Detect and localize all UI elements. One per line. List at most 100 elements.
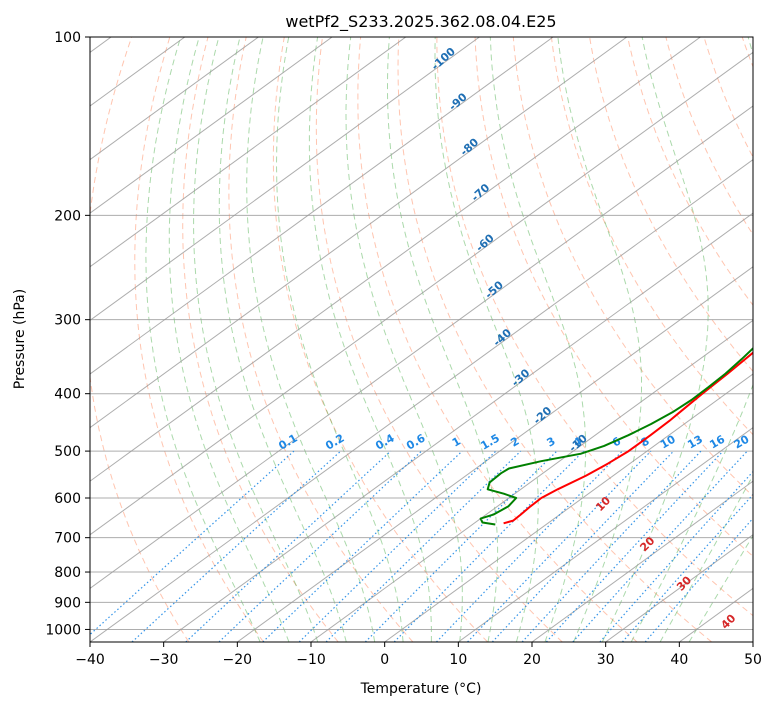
moist-adiabat — [275, 37, 404, 642]
isotherm-label: -90 — [446, 90, 470, 113]
dry-adiabat — [397, 37, 713, 642]
isotherm — [605, 534, 753, 642]
x-tick-label: −10 — [296, 652, 326, 668]
y-tick-label: 400 — [54, 387, 81, 403]
moist-adiabat — [557, 37, 642, 642]
isotherm — [163, 212, 753, 642]
y-tick-label: 900 — [54, 595, 81, 611]
moist-adiabat — [659, 474, 753, 642]
mixing-ratio-line — [218, 450, 422, 642]
isotherm — [458, 426, 753, 642]
mixing-ratio-label: 0.6 — [404, 431, 428, 452]
moist-adiabat — [308, 37, 432, 642]
mixing-ratio-label: 3 — [545, 435, 558, 450]
mixing-ratio-label: 20 — [732, 432, 752, 451]
dry-adiabat — [512, 37, 753, 497]
isotherm-label: -100 — [429, 45, 458, 73]
mixing-ratio-line — [131, 450, 342, 642]
sounding-profiles — [479, 347, 753, 526]
x-tick-label: −40 — [75, 652, 105, 668]
moist-adiabat — [630, 37, 753, 642]
x-tick-label: 0 — [380, 652, 389, 668]
dry-adiabat — [665, 37, 753, 236]
theta-label: 20 — [637, 534, 657, 554]
y-tick-label: 200 — [54, 208, 81, 224]
moist-adiabat — [218, 37, 347, 642]
line-labels: 0.10.20.40.611.523468101316202530360-100… — [276, 45, 775, 632]
mixing-ratio-line — [644, 517, 753, 642]
x-tick-label: 20 — [523, 652, 541, 668]
x-tick-label: −20 — [223, 652, 253, 668]
dry-adiabat — [436, 37, 753, 617]
isotherm — [90, 37, 480, 321]
mixing-ratio-label: 25 — [756, 433, 775, 452]
dry-adiabat — [627, 37, 753, 306]
isotherm — [90, 37, 628, 429]
isotherm — [531, 480, 753, 642]
x-tick-label: 10 — [449, 652, 467, 668]
dry-adiabat — [703, 37, 753, 159]
background-lines — [90, 37, 753, 642]
dry-adiabat — [315, 37, 563, 642]
isotherm — [90, 37, 554, 375]
mixing-ratio-line — [393, 450, 584, 642]
isotherm — [90, 37, 407, 268]
dry-adiabat — [134, 37, 264, 642]
y-tick-label: 600 — [54, 491, 81, 507]
mixing-ratio-label: 13 — [685, 433, 705, 452]
isotherm — [752, 641, 753, 642]
isotherm — [90, 37, 259, 161]
mixing-ratio-line — [262, 450, 463, 642]
theta-label: 10 — [593, 494, 613, 514]
moist-adiabat — [345, 37, 463, 642]
mixing-ratio-line — [435, 450, 623, 642]
mixing-ratio-line — [298, 450, 497, 642]
dry-adiabat — [272, 37, 488, 642]
mixing-ratio-label: 10 — [658, 432, 678, 451]
isotherm — [310, 319, 753, 642]
mixing-ratio-label: 0.1 — [276, 432, 299, 453]
x-tick-label: 50 — [744, 652, 762, 668]
mixing-ratio-line — [364, 450, 558, 642]
moist-adiabat — [246, 37, 376, 642]
dewpoint-profile — [479, 347, 753, 526]
mixing-ratio-line — [90, 450, 295, 636]
y-tick-label: 800 — [54, 565, 81, 581]
theta-label: 40 — [718, 612, 738, 632]
isotherm — [237, 266, 753, 642]
axes: −40 −30 −20 −10 0 10 20 30 40 50 100 200 300 400 500 60… — [45, 30, 762, 668]
isotherm — [90, 37, 333, 214]
x-tick-label: 40 — [670, 652, 688, 668]
isotherm-label: -30 — [509, 366, 533, 389]
dry-adiabat — [357, 37, 638, 642]
moist-adiabat — [387, 37, 499, 642]
isotherm — [90, 37, 701, 482]
isotherm-label: -20 — [531, 404, 555, 427]
mixing-ratio-line — [325, 450, 522, 642]
mixing-ratio-label: 0.4 — [373, 431, 397, 452]
dry-adiabat — [228, 37, 414, 642]
plot-frame — [89, 36, 754, 643]
isotherm-label: -70 — [469, 181, 493, 204]
y-tick-label: 100 — [54, 30, 81, 46]
moist-adiabat — [193, 37, 319, 642]
mixing-ratio-label: 1 — [450, 435, 463, 450]
isotherm — [90, 51, 753, 536]
moist-adiabat — [168, 37, 290, 642]
mixing-ratio-line — [491, 450, 675, 642]
moist-adiabat — [145, 37, 261, 642]
x-tick-label: 30 — [597, 652, 615, 668]
isotherm-label: -60 — [473, 231, 497, 254]
dry-adiabat — [474, 37, 753, 557]
x-tick-label: −30 — [149, 652, 179, 668]
isotherm — [90, 158, 753, 642]
y-tick-label: 700 — [54, 531, 81, 547]
dry-adiabat — [182, 37, 339, 642]
x-axis-title: Temperature (°C) — [360, 681, 482, 697]
y-tick-label: 300 — [54, 313, 81, 329]
y-tick-label: 500 — [54, 444, 81, 460]
mixing-ratio-line — [185, 450, 392, 642]
isotherm-label: -40 — [491, 326, 515, 349]
isotherm-label: -80 — [458, 135, 482, 158]
